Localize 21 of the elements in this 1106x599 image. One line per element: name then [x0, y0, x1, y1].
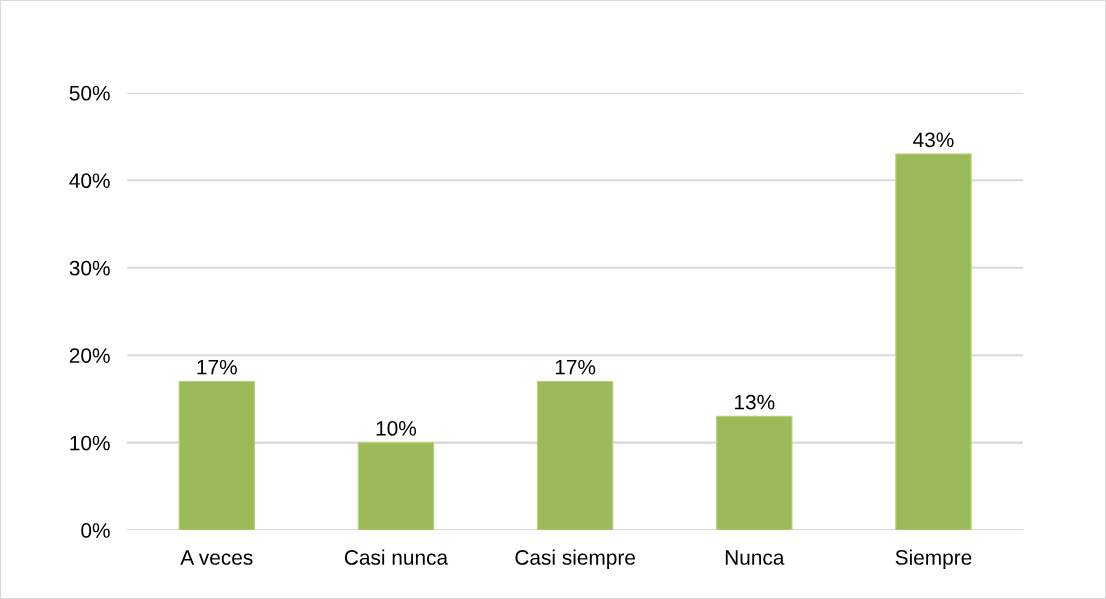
bar: [716, 415, 793, 531]
bar: [357, 442, 435, 531]
y-tick-label: 10%: [70, 435, 110, 451]
data-label: 17%: [555, 359, 596, 375]
y-tick-label: 40%: [69, 173, 110, 189]
x-tick-label: Siempre: [895, 549, 972, 569]
y-tick-label: 0%: [81, 523, 110, 538]
data-label: 13%: [735, 394, 775, 410]
bar: [178, 380, 255, 531]
bar: [536, 380, 614, 531]
y-tick-label: 50%: [69, 85, 110, 101]
data-label: 10%: [376, 421, 417, 436]
data-label: 43%: [913, 132, 954, 148]
y-tick-label: 30%: [69, 260, 110, 276]
x-tick-label: Nunca: [725, 550, 785, 565]
y-tick-label: 20%: [69, 348, 110, 363]
x-tick-label: A veces: [180, 550, 253, 565]
x-tick-label: Casi siempre: [515, 549, 635, 569]
data-label: 17%: [197, 359, 237, 375]
bar: [895, 153, 972, 531]
x-tick-label: Casi nunca: [344, 549, 449, 565]
